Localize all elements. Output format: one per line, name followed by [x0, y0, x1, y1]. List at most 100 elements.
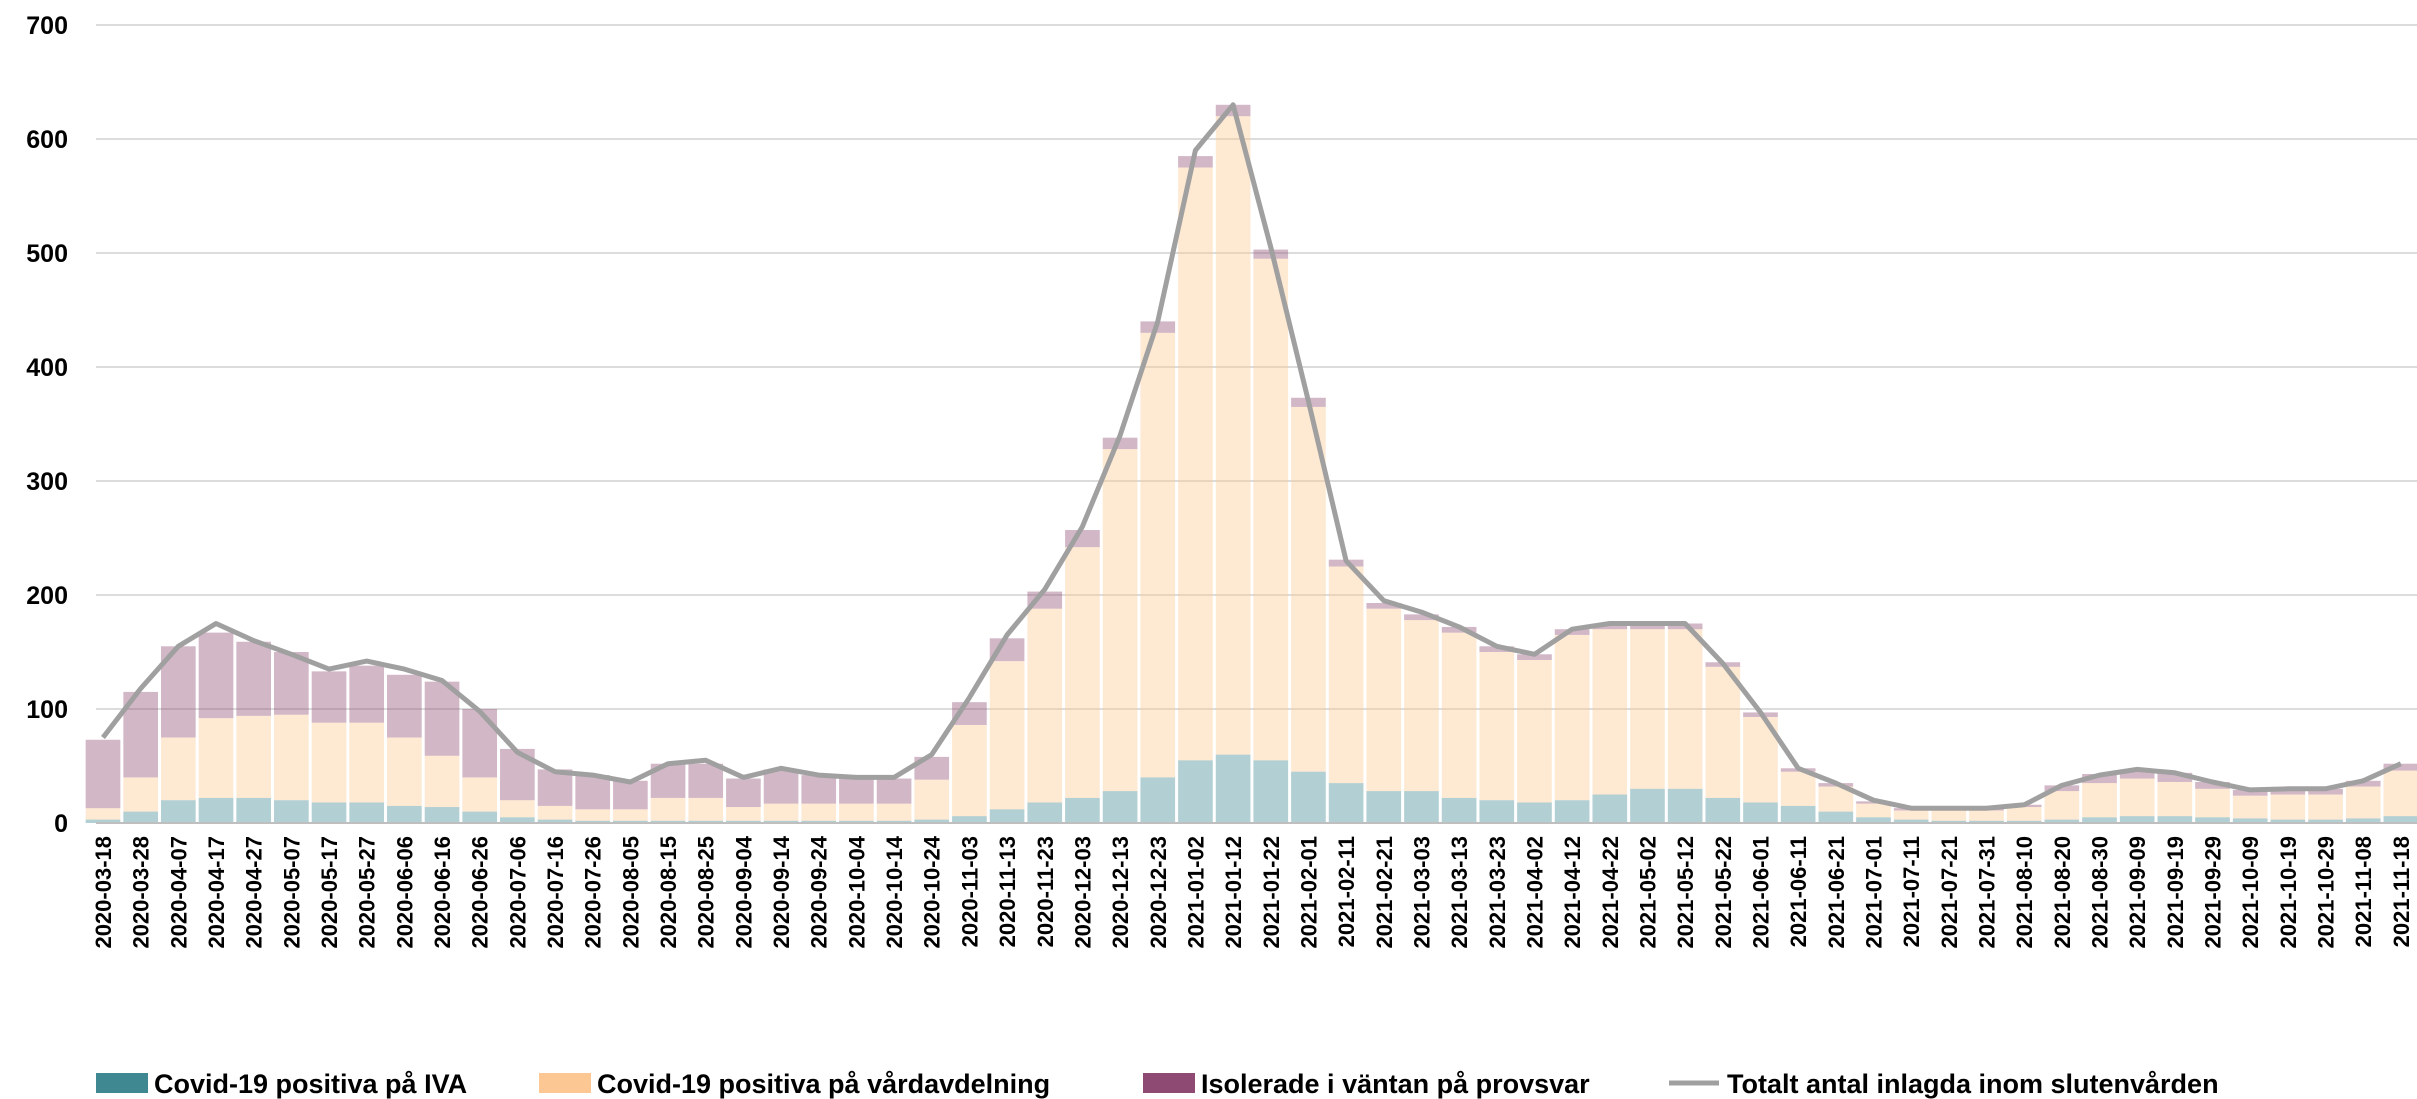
bar-segment: [1441, 797, 1477, 823]
bar-segment: [989, 638, 1025, 662]
x-tick-label: 2020-03-28: [129, 836, 154, 949]
bar-segment: [161, 737, 196, 801]
bar-segment: [1291, 406, 1326, 772]
bar-segment: [1592, 794, 1628, 823]
x-tick-label: 2020-06-16: [430, 836, 455, 949]
bar-segment: [1856, 803, 1891, 818]
bar-segment: [1404, 791, 1439, 823]
bar-segment: [952, 724, 987, 817]
bar-segment: [839, 778, 874, 804]
bar-segment: [952, 816, 987, 823]
x-tick-label: 2020-08-25: [694, 836, 719, 949]
x-tick-label: 2021-03-23: [1485, 836, 1510, 949]
x-tick-label: 2020-10-24: [920, 835, 945, 948]
bar-segment: [801, 820, 837, 823]
x-tick-label: 2021-02-01: [1296, 836, 1321, 949]
x-tick-label: 2021-03-03: [1409, 836, 1434, 949]
bar-segment: [1969, 810, 2004, 821]
bar-segment: [763, 769, 799, 804]
bar-segment: [2119, 778, 2155, 817]
bar-segment: [726, 778, 761, 808]
bar-segment: [1554, 800, 1590, 823]
bar-segment: [349, 665, 385, 723]
bar-segment: [839, 820, 874, 823]
bar-segment: [650, 820, 686, 823]
bar-segment: [1780, 771, 1816, 806]
bar-segment: [688, 763, 724, 798]
bar-segment: [763, 803, 799, 821]
bar-segment: [311, 671, 347, 723]
bar-segment: [1479, 646, 1515, 652]
bar-segment: [1102, 791, 1138, 823]
bar-segment: [462, 811, 498, 823]
bar-segment: [1667, 788, 1703, 823]
bar-segment: [1366, 602, 1402, 609]
bar-segment: [726, 807, 761, 821]
bar-segment: [688, 797, 724, 821]
bar-segment: [349, 802, 385, 823]
bar-segment: [1630, 788, 1665, 823]
bar-segment: [2119, 816, 2155, 823]
bar-segment: [2006, 820, 2042, 823]
bar-segment: [1291, 771, 1326, 823]
bar-segment: [1027, 591, 1063, 609]
bar-segment: [989, 661, 1025, 810]
y-tick-label: 600: [26, 126, 68, 154]
bar-segment: [2157, 816, 2193, 823]
bar-segment: [2232, 789, 2268, 796]
x-tick-label: 2020-11-23: [1033, 836, 1058, 947]
bar-segment: [2044, 819, 2080, 823]
bar-segment: [2044, 791, 2080, 820]
bar-segment: [198, 797, 234, 823]
bar-segment: [914, 779, 950, 820]
bar-segment: [2383, 816, 2417, 823]
x-tick-label: 2021-07-31: [1975, 836, 2000, 949]
bar-segment: [311, 802, 347, 823]
bar-segment: [2157, 772, 2193, 782]
bar-segment: [1931, 810, 1967, 821]
bar-segment: [1969, 820, 2004, 823]
bar-segment: [236, 715, 272, 798]
x-tick-label: 2021-02-11: [1334, 836, 1359, 947]
bar-segment: [500, 817, 535, 823]
bar-segment: [424, 807, 460, 823]
bar-segment: [613, 820, 648, 823]
bar-segment: [2308, 788, 2343, 795]
bar-segment: [1630, 623, 1665, 630]
bar-segment: [2195, 788, 2230, 818]
bar-segment: [537, 819, 573, 823]
bar-segment: [2195, 781, 2230, 789]
bar-segment: [1140, 332, 1176, 778]
x-tick-label: 2020-09-14: [769, 835, 794, 948]
bar-segment: [1102, 449, 1138, 792]
x-tick-label: 2021-08-30: [2088, 836, 2113, 949]
x-tick-label: 2021-07-21: [1937, 836, 1962, 949]
bar-segment: [1366, 608, 1402, 792]
x-tick-label: 2021-10-19: [2276, 836, 2301, 949]
y-tick-label: 200: [26, 582, 68, 610]
bar-segment: [1178, 167, 1213, 761]
bar-segment: [2308, 794, 2343, 820]
bar-segment: [198, 718, 234, 798]
bar-segment: [1065, 797, 1100, 823]
bar-segment: [1441, 626, 1477, 633]
y-tick-label: 100: [26, 696, 68, 724]
x-tick-label: 2020-12-13: [1108, 836, 1133, 949]
x-tick-label: 2020-06-06: [392, 836, 417, 949]
x-tick-label: 2021-05-22: [1711, 836, 1736, 949]
bar-segment: [387, 805, 422, 823]
bar-segment: [2308, 819, 2343, 823]
bar-segment: [123, 811, 158, 823]
bar-segment: [1667, 629, 1703, 789]
x-tick-label: 2020-08-15: [656, 836, 681, 949]
x-tick-label: 2020-09-04: [731, 835, 756, 948]
bar-segment: [876, 803, 912, 821]
bar-segment: [85, 819, 121, 823]
bar-segment: [2270, 819, 2306, 823]
bar-segment: [1253, 258, 1289, 761]
bar-segment: [462, 709, 498, 778]
x-tick-label: 2020-04-17: [204, 836, 229, 949]
bar-segment: [2119, 769, 2155, 779]
bar-segment: [575, 775, 611, 810]
x-tick-label: 2021-01-02: [1183, 836, 1208, 949]
